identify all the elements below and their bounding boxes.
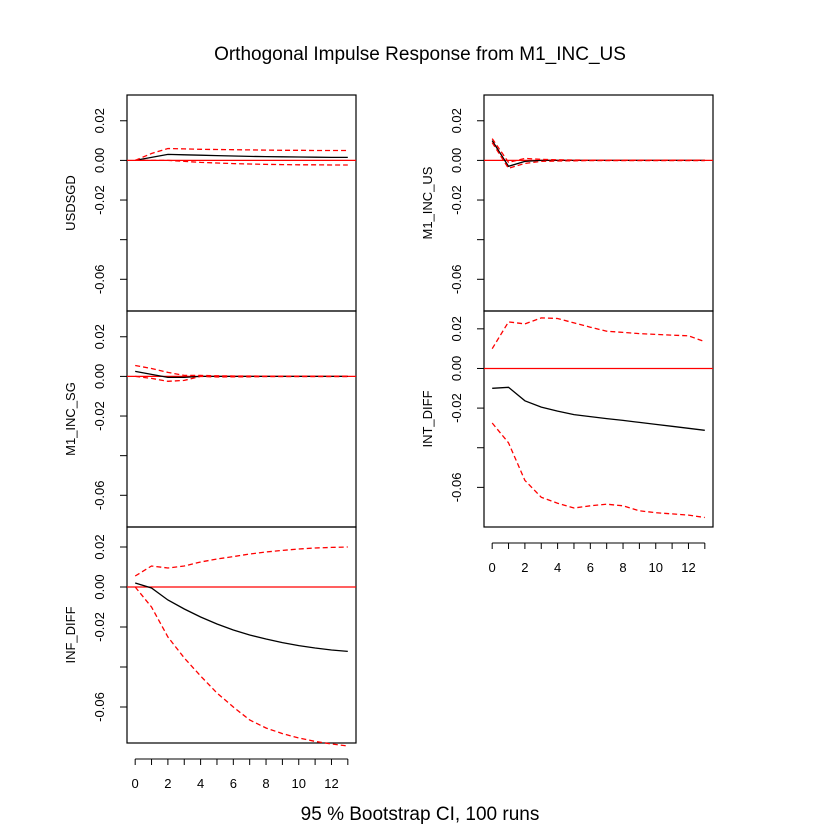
panel-inf-diff: 0.02 0.00 -0.02 -0.06 INF_DIFF 0 2 4 6 8 10 12 <box>63 526 357 791</box>
series-line-response <box>492 386 705 431</box>
x-tick-label: 0 <box>132 776 139 791</box>
x-tick-label: 2 <box>521 560 528 575</box>
y-tick-label: -0.06 <box>449 264 464 294</box>
panel-int-diff: 0.02 0.00 -0.02 -0.06 INT_DIFF 0 2 4 6 8 10 12 <box>420 310 714 575</box>
series-line-upper <box>491 138 705 164</box>
y-tick-label: -0.02 <box>92 185 107 215</box>
y-axis-label: INF_DIFF <box>63 606 78 663</box>
series-line-lower <box>135 375 348 382</box>
y-tick-label: 0.02 <box>92 534 107 559</box>
panel-usdsgd: 0.02 0.00 -0.02 -0.06 USDSGD <box>63 94 357 312</box>
series-line-lower <box>134 586 348 747</box>
y-tick-label: -0.02 <box>92 612 107 642</box>
series-line-lower <box>135 159 348 166</box>
y-tick-label: -0.02 <box>449 393 464 423</box>
y-tick-label: 0.00 <box>92 364 107 389</box>
series-line-response <box>135 582 348 653</box>
chart-footer: 95 % Bootstrap CI, 100 runs <box>301 804 540 825</box>
x-tick-label: 6 <box>587 560 594 575</box>
series-line-upper <box>491 317 706 350</box>
panels-group: 0.02 0.00 -0.02 -0.06 USDSGD 0.02 0.00 -0.02 -0.… <box>63 94 714 791</box>
series-line-upper <box>134 147 348 161</box>
panel-frame <box>483 310 714 528</box>
panel-frame <box>126 526 357 744</box>
y-axis-label: M1_INC_SG <box>63 382 78 456</box>
y-tick-label: -0.06 <box>92 692 107 722</box>
x-tick-label: 10 <box>292 776 306 791</box>
y-tick-label: 0.02 <box>92 324 107 349</box>
y-tick-label: 0.02 <box>92 108 107 133</box>
y-tick-label: 0.02 <box>449 108 464 133</box>
y-axis-label: INT_DIFF <box>420 390 435 447</box>
y-tick-label: -0.02 <box>449 185 464 215</box>
y-tick-label: -0.06 <box>92 480 107 510</box>
x-tick-label: 2 <box>164 776 171 791</box>
x-tick-label: 10 <box>649 560 663 575</box>
y-tick-label: 0.00 <box>449 356 464 381</box>
x-tick-label: 6 <box>230 776 237 791</box>
series-line-response <box>135 153 348 162</box>
panel-m1-inc-sg: 0.02 0.00 -0.02 -0.06 M1_INC_SG <box>63 310 357 528</box>
y-tick-label: 0.02 <box>449 316 464 341</box>
x-tick-label: 4 <box>197 776 204 791</box>
y-tick-label: 0.00 <box>449 148 464 173</box>
panel-m1-inc-us: 0.02 0.00 -0.02 -0.06 M1_INC_US <box>420 94 714 312</box>
y-axis-label: USDSGD <box>63 175 78 231</box>
y-tick-label: -0.02 <box>92 401 107 431</box>
y-tick-label: -0.06 <box>92 264 107 294</box>
y-tick-label: 0.00 <box>92 574 107 599</box>
y-axis-label: M1_INC_US <box>420 166 435 239</box>
x-tick-label: 12 <box>324 776 338 791</box>
series-line-lower <box>491 142 705 170</box>
chart-title: Orthogonal Impulse Response from M1_INC_… <box>214 44 626 65</box>
y-tick-label: 0.00 <box>92 148 107 173</box>
x-tick-label: 0 <box>489 560 496 575</box>
x-tick-label: 8 <box>262 776 269 791</box>
y-tick-label: -0.06 <box>449 473 464 503</box>
x-tick-label: 12 <box>681 560 695 575</box>
x-tick-label: 4 <box>554 560 561 575</box>
x-tick-label: 8 <box>619 560 626 575</box>
